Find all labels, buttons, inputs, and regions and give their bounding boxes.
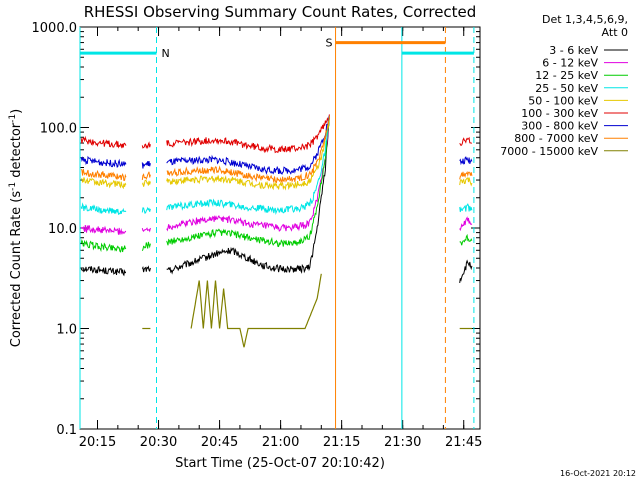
series-line (459, 259, 473, 283)
series-line (80, 265, 126, 277)
y-axis-label-part: detector (9, 122, 24, 182)
series-line (166, 115, 330, 184)
series-line (80, 135, 127, 149)
y-tick-label: 1.0 (56, 323, 77, 338)
timestamp: 16-Oct-2021 20:12 (560, 469, 636, 478)
series-line (166, 115, 330, 216)
series-line (459, 233, 473, 246)
series-line (141, 206, 151, 214)
series-line (141, 179, 151, 187)
series-line (141, 265, 151, 273)
series-line (81, 177, 127, 190)
series-line (80, 202, 127, 216)
series-line (166, 114, 330, 154)
y-axis-label-superscript: -1 (8, 182, 18, 191)
flag-bars: NS (80, 37, 474, 60)
series-line (80, 168, 127, 181)
y-axis-label: Corrected Count Rate (s-1 detector-1) (8, 109, 24, 347)
series-line (459, 203, 473, 213)
series-line (141, 141, 151, 150)
x-tick-label: 20:45 (201, 435, 238, 450)
flag-label: N (162, 47, 170, 60)
y-axis: 0.1 1.0 10.0 100.0 1000.0 (32, 21, 480, 438)
legend-label: 12 - 25 keV (535, 69, 598, 82)
legend-label: 25 - 50 keV (535, 82, 598, 95)
series-line (166, 115, 330, 248)
series-line (459, 170, 473, 180)
series-line (80, 155, 127, 168)
series-line (141, 227, 151, 233)
series-line (166, 115, 330, 275)
legend-label: 50 - 100 keV (528, 94, 598, 107)
series-line (166, 115, 330, 232)
flag-label: S (326, 37, 333, 50)
x-tick-label: 21:15 (323, 435, 360, 450)
legend-header-line1: Det 1,3,4,5,6,9, (542, 13, 628, 26)
legend-header-line2: Att 0 (602, 26, 628, 39)
legend-label: 800 - 7000 keV (514, 132, 598, 145)
x-tick-label: 21:00 (262, 435, 299, 450)
series-line (166, 115, 330, 191)
x-tick-label: 20:15 (79, 435, 116, 450)
legend-label: 7000 - 15000 keV (500, 145, 598, 158)
y-tick-label: 1000.0 (32, 21, 78, 36)
series-line (141, 241, 151, 251)
y-tick-label: 0.1 (56, 423, 77, 438)
series-line (166, 115, 330, 175)
x-axis-label: Start Time (25-Oct-07 20:10:42) (175, 456, 385, 471)
series-line (141, 171, 151, 180)
legend-label: 300 - 800 keV (521, 120, 598, 133)
flag-vertical-lines (79, 27, 475, 429)
plot-frame (79, 26, 481, 430)
series-line (459, 216, 473, 232)
series-line (80, 238, 127, 253)
y-axis-label-superscript: -1 (8, 114, 18, 123)
series-group (80, 114, 473, 348)
y-tick-label: 10.0 (48, 222, 77, 237)
y-axis-label-part: Corrected Count Rate (s (9, 191, 24, 348)
legend-label: 100 - 300 keV (521, 107, 598, 120)
series-line (459, 156, 473, 166)
y-tick-label: 100.0 (40, 122, 77, 137)
legend-label: 6 - 12 keV (542, 57, 598, 70)
x-axis: 20:15 20:30 20:45 21:00 21:15 21:30 21:45 (79, 27, 482, 450)
x-tick-label: 21:30 (384, 435, 421, 450)
x-tick-label: 20:30 (140, 435, 177, 450)
x-tick-label: 21:45 (445, 435, 482, 450)
series-line (80, 224, 127, 235)
series-line (459, 136, 472, 147)
chart-title: RHESSI Observing Summary Count Rates, Co… (84, 3, 477, 21)
legend-label: 3 - 6 keV (549, 44, 598, 57)
series-line (459, 177, 473, 187)
series-line (190, 273, 322, 348)
y-axis-label-part: ) (9, 109, 24, 114)
series-line (141, 161, 151, 169)
